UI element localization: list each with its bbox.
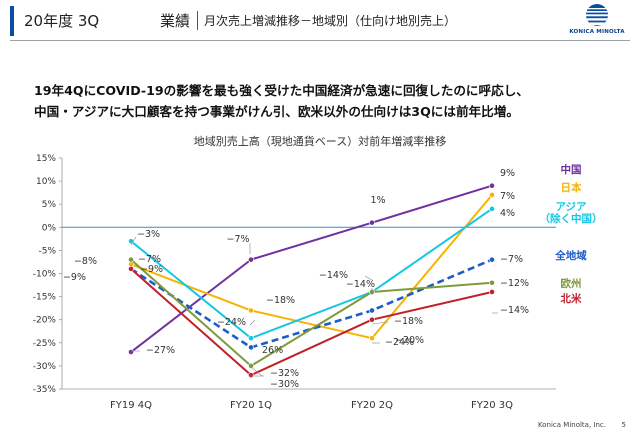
data-label-na: −20% [395, 335, 424, 346]
y-tick-label: -35% [33, 385, 57, 395]
label-leader-line [130, 236, 137, 246]
data-point-europe [248, 362, 254, 369]
y-tick-label: -20% [33, 316, 57, 326]
data-label-na: −9% [140, 264, 163, 275]
label-leader-line [364, 275, 373, 281]
series-line-asia [130, 207, 493, 340]
y-tick-label: -30% [33, 362, 57, 372]
data-point-asia [489, 205, 495, 212]
data-label-na: −14% [500, 305, 529, 316]
legend-label-all: 全地域 [554, 249, 587, 262]
logo-wordmark: KONICA MINOLTA [569, 29, 625, 35]
data-point-china [248, 256, 254, 263]
x-tick-label: FY20 3Q [471, 400, 513, 411]
data-point-europe [489, 279, 495, 286]
data-point-na [128, 265, 134, 272]
legend-label-japan: 日本 [561, 181, 582, 194]
x-tick-label: FY19 4Q [110, 400, 152, 411]
series-line-china [130, 184, 493, 353]
y-tick-label: -10% [33, 270, 57, 280]
data-label-asia: −14% [319, 270, 348, 281]
data-label-japan: −24% [385, 337, 414, 348]
label-leader-line [371, 321, 389, 325]
data-point-china [369, 219, 375, 226]
header-accent-bar [10, 6, 14, 36]
series-line-japan [130, 194, 493, 340]
data-point-all [248, 344, 254, 351]
data-label-asia: −3% [137, 229, 160, 240]
slide-subtitle: 月次売上増減推移－地域別（仕向け地別売上） [204, 14, 457, 28]
slide-title: 20年度 3Q [24, 12, 100, 30]
data-point-asia [128, 238, 134, 245]
data-label-japan: −18% [266, 295, 295, 306]
legend-label-europe: 欧州 [561, 277, 582, 290]
y-tick-label: -5% [38, 246, 56, 256]
data-label-china: −27% [146, 345, 175, 356]
data-label-europe: −14% [346, 279, 375, 290]
data-label-europe: −30% [270, 379, 299, 390]
data-label-europe: −7% [138, 254, 161, 265]
data-point-na [248, 372, 254, 379]
legend-label-asia: アジア [555, 201, 587, 213]
data-label-japan: 7% [500, 191, 515, 202]
data-point-all [489, 256, 495, 263]
y-tick-label: 5% [42, 200, 57, 210]
y-tick-label: 10% [36, 177, 56, 187]
data-label-europe: −12% [500, 278, 529, 289]
data-point-na [489, 289, 495, 295]
label-leader-line [249, 365, 263, 377]
data-label-all: −18% [394, 316, 423, 327]
page-number: 5 [621, 421, 626, 429]
data-label-china: 1% [370, 195, 385, 206]
data-label-extra: 26% [262, 345, 283, 356]
series-line-all [130, 258, 493, 349]
konica-minolta-logo: KONICA MINOLTA [566, 2, 628, 40]
data-point-china [489, 182, 495, 189]
legend-label-asia: （除く中国） [540, 212, 603, 225]
title-separator [197, 11, 198, 30]
y-tick-label: 0% [42, 223, 57, 233]
data-point-europe [128, 256, 134, 263]
x-tick-label: FY20 2Q [351, 400, 393, 411]
y-tick-label: -25% [33, 339, 57, 349]
data-label-asia: −24% [217, 317, 246, 328]
chart-title: 地域別売上高（現地通貨ベース）対前年増減率推移 [193, 135, 447, 148]
data-label-all: −7% [500, 254, 523, 265]
data-point-japan [369, 335, 375, 342]
series-line-europe [130, 258, 493, 367]
data-point-japan [489, 192, 495, 198]
footer-company: Konica Minolta, Inc. [538, 421, 606, 429]
legend-label-china: 中国 [561, 163, 582, 176]
globe-icon [586, 4, 608, 26]
headline-line-2: 中国・アジアに大口顧客を持つ事業がけん引、欧米以外の仕向けは3Qには前年比増。 [34, 104, 519, 119]
legend-label-na: 北米 [561, 292, 582, 305]
data-label-japan: −8% [74, 256, 97, 267]
data-label-all: −9% [63, 272, 86, 283]
data-label-na: −32% [270, 368, 299, 379]
data-point-china [128, 349, 134, 355]
section-title: 業績 [160, 12, 191, 30]
data-label-china: 9% [500, 168, 515, 179]
data-point-japan [248, 307, 254, 314]
label-leader-line [249, 319, 256, 326]
data-point-asia [248, 335, 254, 342]
series-line-na [130, 268, 493, 377]
header-divider [10, 40, 630, 41]
data-label-asia: 4% [500, 208, 515, 219]
data-label-china: −7% [226, 234, 249, 245]
y-tick-label: 15% [36, 154, 56, 164]
x-tick-label: FY20 1Q [230, 400, 272, 411]
y-tick-label: -15% [33, 293, 57, 303]
headline-line-1: 19年4QにCOVID-19の影響を最も強く受けた中国経済が急速に回復したのに呼… [34, 83, 529, 98]
data-point-na [369, 316, 375, 323]
data-point-all [369, 307, 375, 314]
